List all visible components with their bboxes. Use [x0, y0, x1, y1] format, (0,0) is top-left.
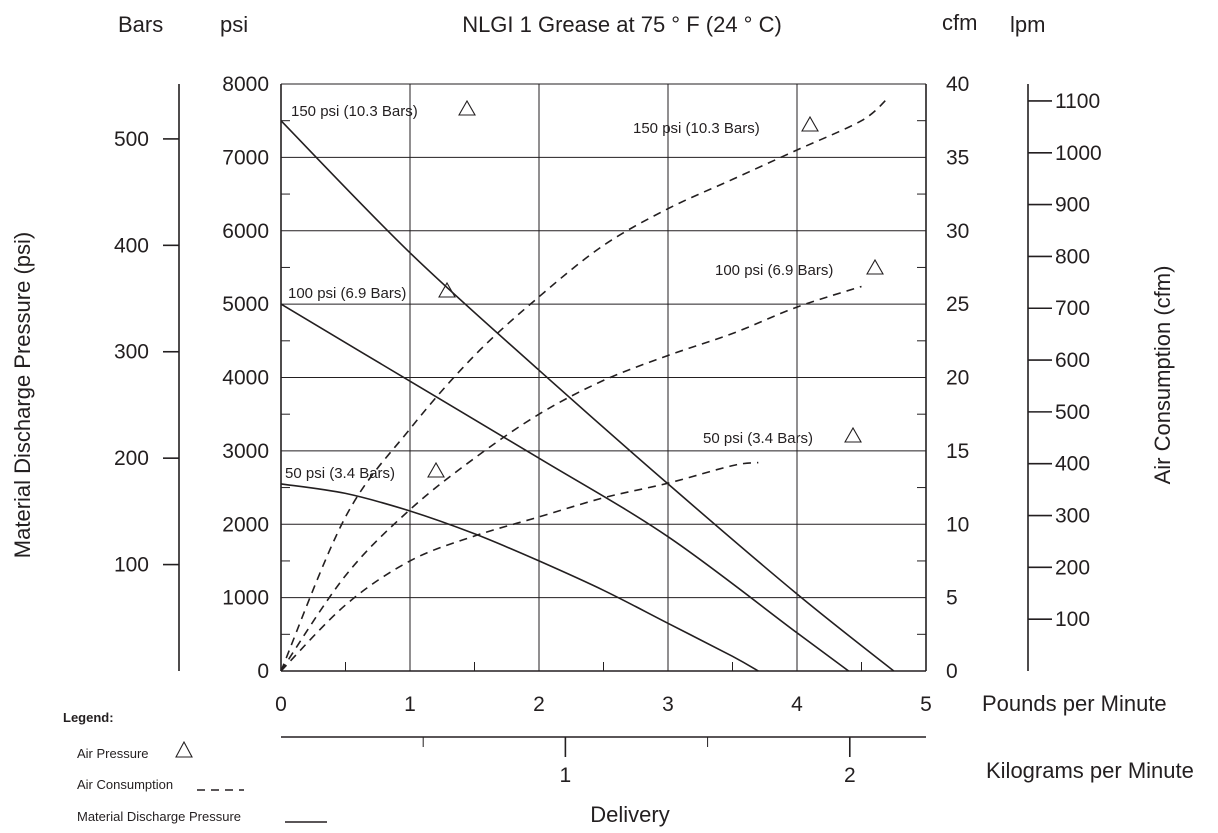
series-line-air-150: [280, 98, 888, 672]
legend-item-material-pressure: Material Discharge Pressure: [77, 809, 241, 824]
right-axis-title: Air Consumption (cfm): [1150, 266, 1175, 485]
cfm-tick-label: 30: [946, 220, 969, 243]
axes: [163, 84, 1052, 757]
cfm-tick-label: 25: [946, 293, 969, 316]
annotation-air-150: 150 psi (10.3 Bars): [633, 120, 760, 137]
triangle-icon: [427, 461, 445, 478]
lpm-tick-label: 800: [1055, 245, 1090, 268]
legend-item-air-pressure: Air Pressure: [77, 746, 149, 761]
lpm-tick-label: 900: [1055, 194, 1090, 217]
psi-tick-label: 1000: [222, 587, 269, 610]
annotation-material-100: 100 psi (6.9 Bars): [288, 285, 406, 302]
triangle-icon: [458, 99, 476, 116]
grid: [281, 83, 927, 671]
lpm-tick-label: 100: [1055, 608, 1090, 631]
x-tick-label: 1: [404, 693, 416, 716]
lpm-tick-label: 700: [1055, 297, 1090, 320]
psi-tick-label: 0: [257, 660, 269, 683]
x2-axis-title: Kilograms per Minute: [986, 758, 1194, 783]
chart-title: NLGI 1 Grease at 75 ° F (24 ° C): [462, 12, 782, 37]
left-axis-title: Material Discharge Pressure (psi): [10, 232, 35, 558]
triangle-icon: [801, 115, 819, 132]
annotation-material-50: 50 psi (3.4 Bars): [285, 465, 395, 482]
annotation-material-150: 150 psi (10.3 Bars): [291, 103, 418, 120]
kg-tick-label: 1: [560, 764, 572, 787]
legend-item-air-consumption: Air Consumption: [77, 777, 173, 792]
psi-tick-label: 3000: [222, 440, 269, 463]
triangle-icon: [866, 258, 884, 275]
cfm-tick-label: 15: [946, 440, 969, 463]
series-line-material-150: [280, 120, 895, 672]
bars-tick-label: 200: [114, 447, 149, 470]
x-tick-label: 4: [791, 693, 803, 716]
psi-tick-label: 7000: [222, 146, 269, 169]
bars-tick-label: 400: [114, 234, 149, 257]
cfm-unit-label: cfm: [942, 10, 977, 35]
psi-tick-label: 5000: [222, 293, 269, 316]
cfm-tick-label: 5: [946, 587, 958, 610]
bars-unit-label: Bars: [118, 12, 163, 37]
psi-unit-label: psi: [220, 12, 248, 37]
lpm-unit-label: lpm: [1010, 12, 1045, 37]
cfm-tick-label: 35: [946, 146, 969, 169]
bars-tick-label: 100: [114, 554, 149, 577]
x-tick-label: 2: [533, 693, 545, 716]
bars-tick-label: 300: [114, 341, 149, 364]
psi-tick-label: 2000: [222, 513, 269, 536]
cfm-tick-label: 20: [946, 367, 969, 390]
x-tick-label: 5: [920, 693, 932, 716]
bars-tick-label: 500: [114, 128, 149, 151]
x-axis-title: Pounds per Minute: [982, 691, 1167, 716]
cfm-tick-label: 10: [946, 513, 969, 536]
delivery-label: Delivery: [590, 802, 669, 827]
tick-labels: 1002003004005001002003004005006007008009…: [114, 73, 1102, 787]
lpm-tick-label: 1000: [1055, 142, 1102, 165]
series-line-air-100: [280, 285, 862, 672]
triangle-icon: [175, 740, 193, 758]
cfm-tick-label: 40: [946, 73, 969, 96]
lpm-tick-label: 600: [1055, 349, 1090, 372]
series-line-material-50: [280, 483, 759, 672]
lpm-tick-label: 1100: [1055, 90, 1100, 113]
annotation-air-50: 50 psi (3.4 Bars): [703, 430, 813, 447]
triangle-icon: [438, 281, 456, 298]
lpm-tick-label: 500: [1055, 401, 1090, 424]
series-line-air-50: [280, 461, 759, 672]
triangle-icon: [844, 426, 862, 443]
cfm-tick-label: 0: [946, 660, 958, 683]
series: [280, 98, 895, 672]
annotations: 150 psi (10.3 Bars) 100 psi (6.9 Bars) 5…: [285, 99, 884, 482]
legend-title: Legend:: [63, 710, 114, 725]
series-line-material-100: [280, 303, 850, 672]
psi-tick-label: 8000: [222, 73, 269, 96]
lpm-tick-label: 300: [1055, 505, 1090, 528]
psi-tick-label: 4000: [222, 367, 269, 390]
lpm-tick-label: 400: [1055, 453, 1090, 476]
psi-tick-label: 6000: [222, 220, 269, 243]
lpm-tick-label: 200: [1055, 556, 1090, 579]
x-tick-label: 3: [662, 693, 674, 716]
legend: Legend: Air Pressure Air Consumption Mat…: [63, 710, 327, 824]
kg-tick-label: 2: [844, 764, 856, 787]
annotation-air-100: 100 psi (6.9 Bars): [715, 262, 833, 279]
x-tick-label: 0: [275, 693, 287, 716]
